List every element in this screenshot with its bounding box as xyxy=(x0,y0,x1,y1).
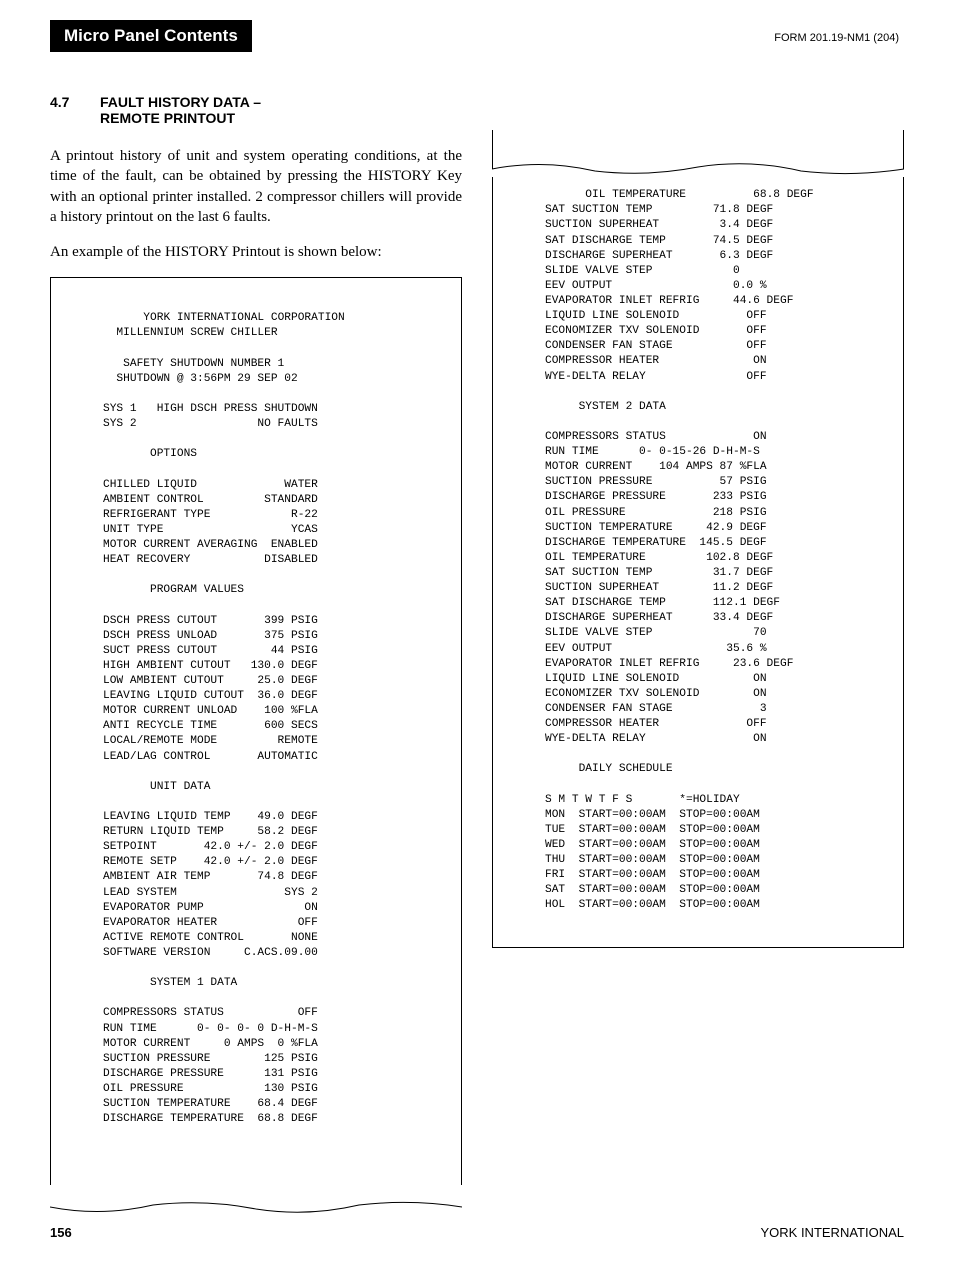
right-column: OIL TEMPERATURE 68.8 DEGF SAT SUCTION TE… xyxy=(492,54,904,948)
form-number: FORM 201.19-NM1 (204) xyxy=(774,32,899,44)
printout-left-text: YORK INTERNATIONAL CORPORATION MILLENNIU… xyxy=(103,312,345,1125)
header-tab: Micro Panel Contents xyxy=(50,20,252,52)
torn-edge-bottom-icon xyxy=(50,1168,462,1186)
printout-left: YORK INTERNATIONAL CORPORATION MILLENNIU… xyxy=(50,277,462,1185)
section-title-line2: REMOTE PRINTOUT xyxy=(100,110,235,126)
printout-right: OIL TEMPERATURE 68.8 DEGF SAT SUCTION TE… xyxy=(492,130,904,948)
intro-paragraph-1: A printout history of unit and system op… xyxy=(50,146,462,227)
page-number: 156 xyxy=(50,1225,72,1240)
section-title: FAULT HISTORY DATA – REMOTE PRINTOUT xyxy=(100,94,261,126)
content-columns: 4.7 FAULT HISTORY DATA – REMOTE PRINTOUT… xyxy=(50,54,904,1185)
torn-edge-top-icon xyxy=(492,129,904,147)
page-footer: 156 YORK INTERNATIONAL xyxy=(50,1225,904,1240)
section-heading: 4.7 FAULT HISTORY DATA – REMOTE PRINTOUT xyxy=(50,94,462,126)
intro-paragraph-2: An example of the HISTORY Printout is sh… xyxy=(50,242,462,262)
section-title-line1: FAULT HISTORY DATA – xyxy=(100,94,261,110)
left-column: 4.7 FAULT HISTORY DATA – REMOTE PRINTOUT… xyxy=(50,54,462,1185)
section-number: 4.7 xyxy=(50,94,100,126)
footer-company: YORK INTERNATIONAL xyxy=(760,1225,904,1240)
right-column-spacer xyxy=(492,54,904,126)
printout-right-text: OIL TEMPERATURE 68.8 DEGF SAT SUCTION TE… xyxy=(545,189,814,911)
